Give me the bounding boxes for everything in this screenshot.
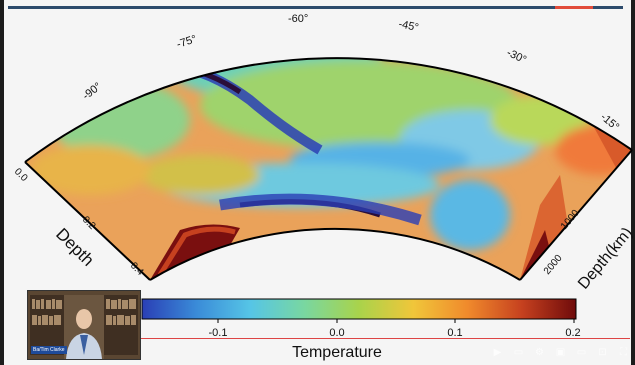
- colorbar-tick-3: 0.2: [565, 327, 580, 339]
- settings-icon[interactable]: ⚙: [535, 346, 544, 358]
- depth-axis-label-left: Depth: [52, 224, 98, 270]
- player-controls: ▶ ▭ ⚙ ▣ ▭ ⊡ ⛶: [480, 344, 630, 360]
- miniplayer-icon[interactable]: ▣: [555, 346, 566, 358]
- progress-bar[interactable]: [140, 338, 630, 339]
- subtitles-icon[interactable]: ▭: [513, 346, 524, 358]
- play-icon[interactable]: ▶: [493, 346, 502, 358]
- lon-tick--60: -60°: [288, 13, 308, 25]
- lon-tick--75: -75°: [175, 33, 198, 51]
- lon-tick--30: -30°: [505, 47, 528, 66]
- colorbar: [141, 298, 577, 320]
- cast-icon[interactable]: ⊡: [598, 346, 607, 358]
- slide-top-accent: [555, 6, 593, 9]
- webcam-image: [28, 291, 140, 359]
- lon-tick--90: -90°: [80, 80, 103, 102]
- presenter-webcam: Ba/Tim Clarke: [27, 290, 141, 360]
- depth-tick-0: 0.0: [12, 166, 30, 184]
- depth-km-tick-2000: 2000: [542, 252, 565, 276]
- outer-boundary: [24, 57, 633, 163]
- presenter-name-tag: Ba/Tim Clarke: [31, 346, 67, 354]
- theater-icon[interactable]: ▭: [576, 346, 587, 358]
- inner-boundary: [149, 227, 521, 281]
- colorbar-tick-1: 0.0: [329, 327, 344, 339]
- slide-top-bar: [8, 6, 623, 9]
- fullscreen-icon[interactable]: ⛶: [620, 346, 627, 358]
- depth-axis-label-right: Depth(km): [575, 224, 635, 292]
- colorbar-title: Temperature: [292, 344, 382, 361]
- colorbar-tick-0: -0.1: [209, 327, 228, 339]
- colorbar-tick-2: 0.1: [447, 327, 462, 339]
- lon-tick--45: -45°: [397, 18, 419, 34]
